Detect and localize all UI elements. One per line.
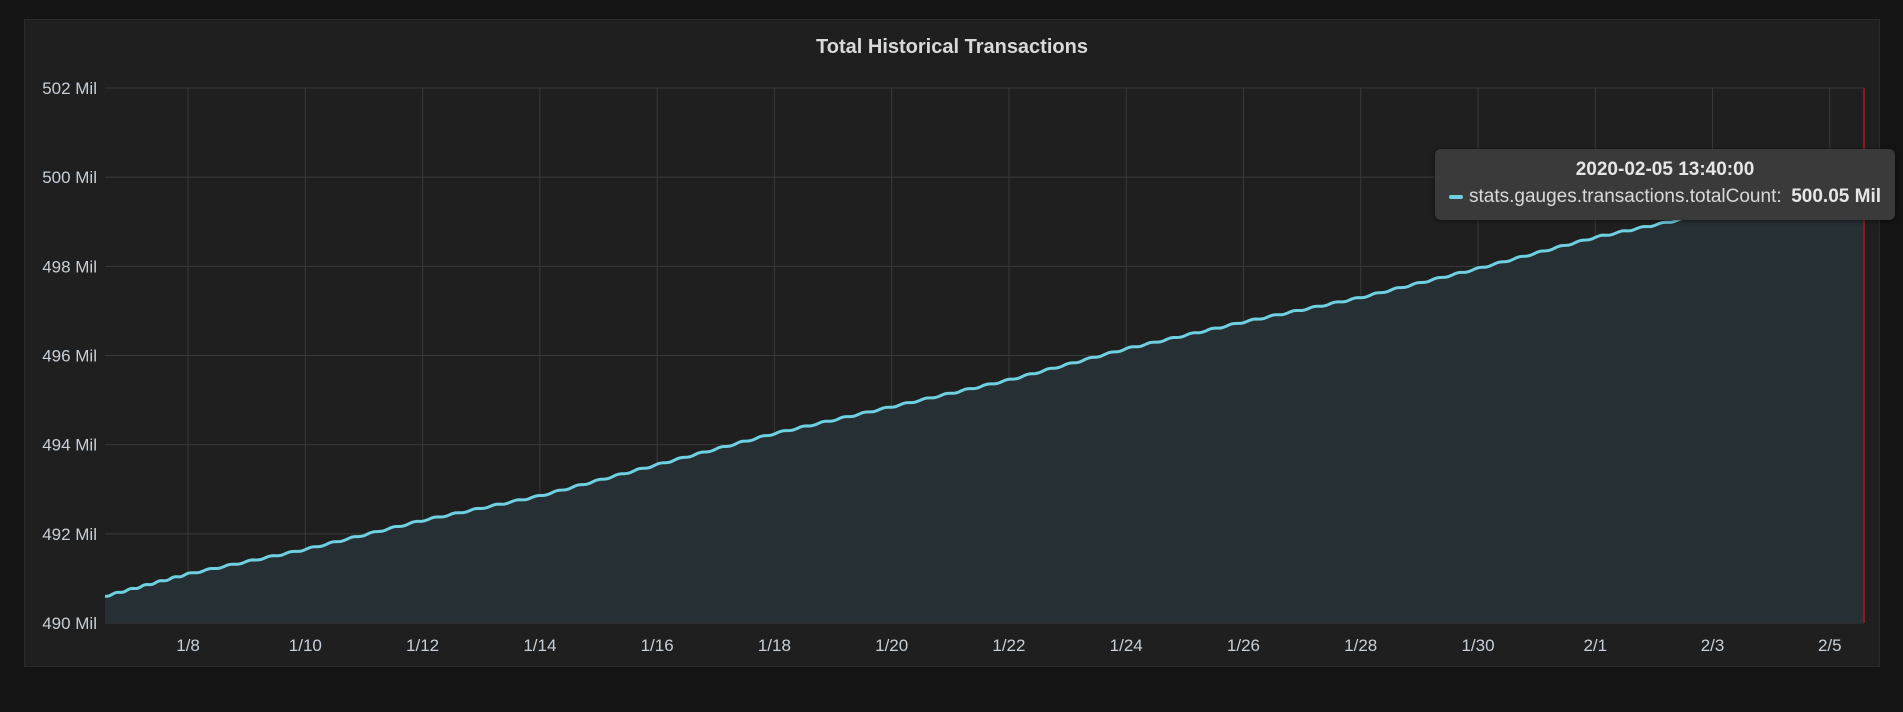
x-tick-label: 1/30 [1461,636,1494,655]
x-tick-label: 1/12 [406,636,439,655]
tooltip-series-value: 500.05 Mil [1791,186,1881,207]
y-tick-label: 500 Mil [42,168,97,187]
x-tick-label: 1/10 [289,636,322,655]
y-tick-label: 502 Mil [42,79,97,98]
x-tick-label: 2/1 [1583,636,1607,655]
x-tick-label: 1/8 [176,636,200,655]
x-tick-label: 1/20 [875,636,908,655]
x-tick-label: 1/28 [1344,636,1377,655]
tooltip-timestamp: 2020-02-05 13:40:00 [1575,159,1755,180]
y-tick-label: 498 Mil [42,257,97,276]
panel-title: Total Historical Transactions [816,36,1088,58]
y-tick-label: 494 Mil [42,436,97,455]
tooltip-series-row: stats.gauges.transactions.totalCount: 50… [1449,185,1881,209]
y-tick-label: 490 Mil [42,614,97,633]
x-tick-label: 1/14 [523,636,556,655]
x-tick-label: 1/24 [1110,636,1143,655]
hover-tooltip: 2020-02-05 13:40:00 stats.gauges.transac… [1435,149,1895,220]
x-tick-label: 1/18 [758,636,791,655]
x-tick-label: 1/16 [641,636,674,655]
tooltip-series-name: stats.gauges.transactions.totalCount: [1469,186,1782,207]
x-tick-label: 2/5 [1818,636,1842,655]
series-area-fill [105,174,1864,623]
series-color-swatch [1449,195,1463,199]
y-tick-label: 492 Mil [42,525,97,544]
series-line[interactable] [104,173,1864,598]
x-tick-label: 1/22 [992,636,1025,655]
x-tick-label: 1/26 [1227,636,1260,655]
y-tick-label: 496 Mil [42,347,97,366]
x-tick-label: 2/3 [1701,636,1725,655]
